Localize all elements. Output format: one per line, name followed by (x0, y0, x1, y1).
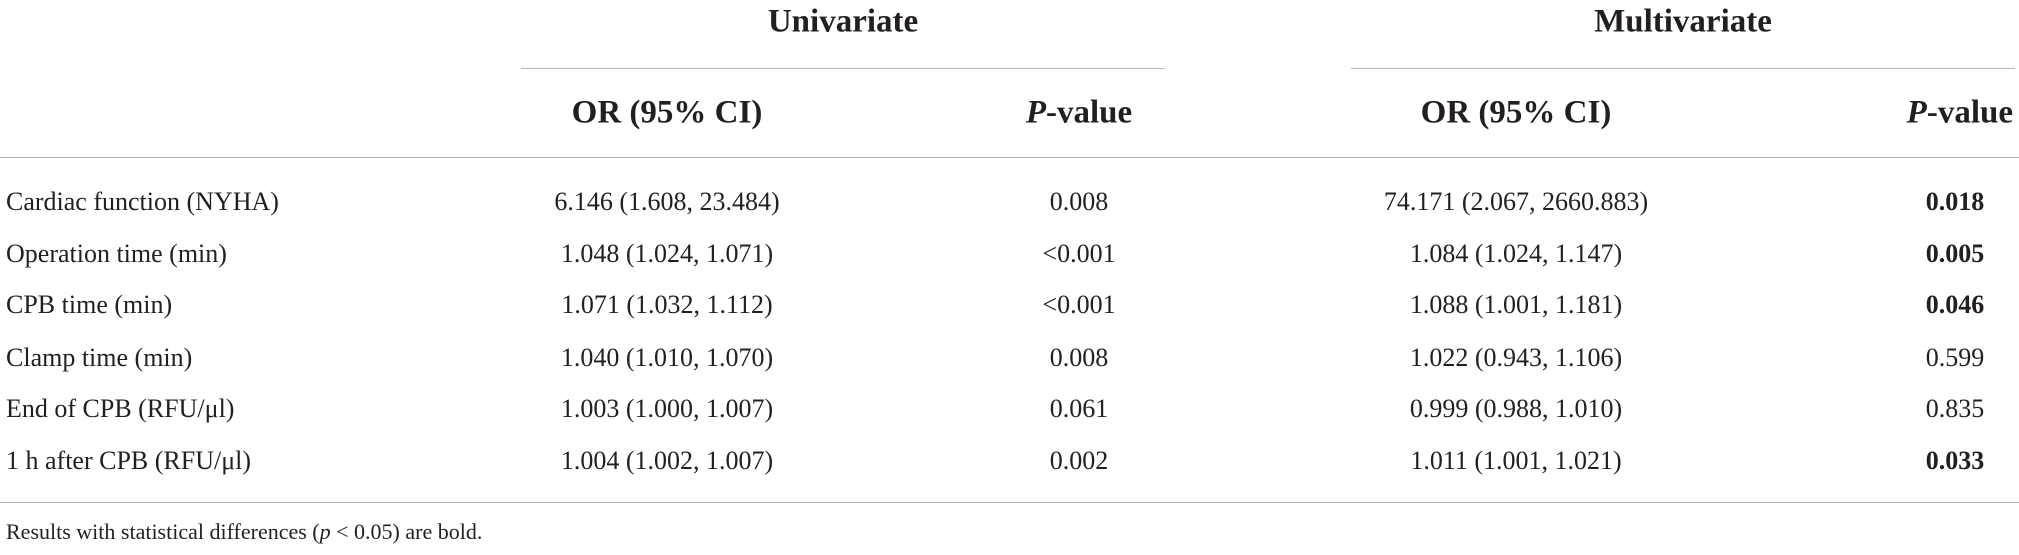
cell: 74.171 (2.067, 2660.883) (1383, 187, 1649, 216)
cell: 1.004 (1.002, 1.007) (560, 446, 774, 475)
column-header: P-value (1025, 94, 1133, 131)
bottom-rule (0, 502, 2019, 503)
column-header: OR (95% CI) (1420, 94, 1612, 131)
cell: 0.002 (1049, 446, 1109, 475)
cell: 1.022 (0.943, 1.106) (1409, 343, 1623, 372)
cell: 1.048 (1.024, 1.071) (560, 239, 774, 268)
row-label: Operation time (min) (6, 239, 227, 268)
cell: 0.061 (1049, 394, 1109, 423)
cell: 0.005 (1925, 239, 1985, 268)
cell: 0.046 (1925, 290, 1985, 319)
group-rule (1351, 68, 2015, 69)
row-label: 1 h after CPB (RFU/μl) (6, 446, 252, 475)
cell: 1.003 (1.000, 1.007) (560, 394, 774, 423)
group-header: Univariate (767, 3, 919, 40)
cell: 1.011 (1.001, 1.021) (1410, 446, 1622, 475)
cell: 1.084 (1.024, 1.147) (1409, 239, 1623, 268)
cell: 1.071 (1.032, 1.112) (561, 290, 773, 319)
row-label: End of CPB (RFU/μl) (6, 394, 235, 423)
cell: 0.999 (0.988, 1.010) (1409, 394, 1623, 423)
column-header: P-value (1906, 94, 2013, 131)
cell: 1.088 (1.001, 1.181) (1409, 290, 1623, 319)
cell: 0.599 (1925, 343, 1985, 372)
cell: <0.001 (1042, 239, 1116, 268)
footnote-text: < 0.05) are bold. (330, 519, 483, 544)
footnote-text: Results with statistical differences ( (6, 519, 320, 544)
cell: 0.008 (1049, 343, 1109, 372)
row-label: CPB time (min) (6, 290, 173, 319)
cell: 0.033 (1925, 446, 1985, 475)
group-header: Multivariate (1594, 3, 1772, 40)
row-label: Cardiac function (NYHA) (6, 187, 279, 216)
footnote: Results with statistical differences (p … (6, 519, 482, 545)
cell: 1.040 (1.010, 1.070) (560, 343, 774, 372)
footnote-text: p (319, 519, 331, 544)
cell: 0.008 (1049, 187, 1109, 216)
group-rule (521, 68, 1165, 69)
cell: 0.018 (1925, 187, 1985, 216)
row-label: Clamp time (min) (6, 343, 193, 372)
header-rule (0, 157, 2019, 158)
cell: 0.835 (1925, 394, 1985, 423)
cell: <0.001 (1042, 290, 1116, 319)
column-header: OR (95% CI) (571, 94, 763, 131)
cell: 6.146 (1.608, 23.484) (554, 187, 780, 216)
